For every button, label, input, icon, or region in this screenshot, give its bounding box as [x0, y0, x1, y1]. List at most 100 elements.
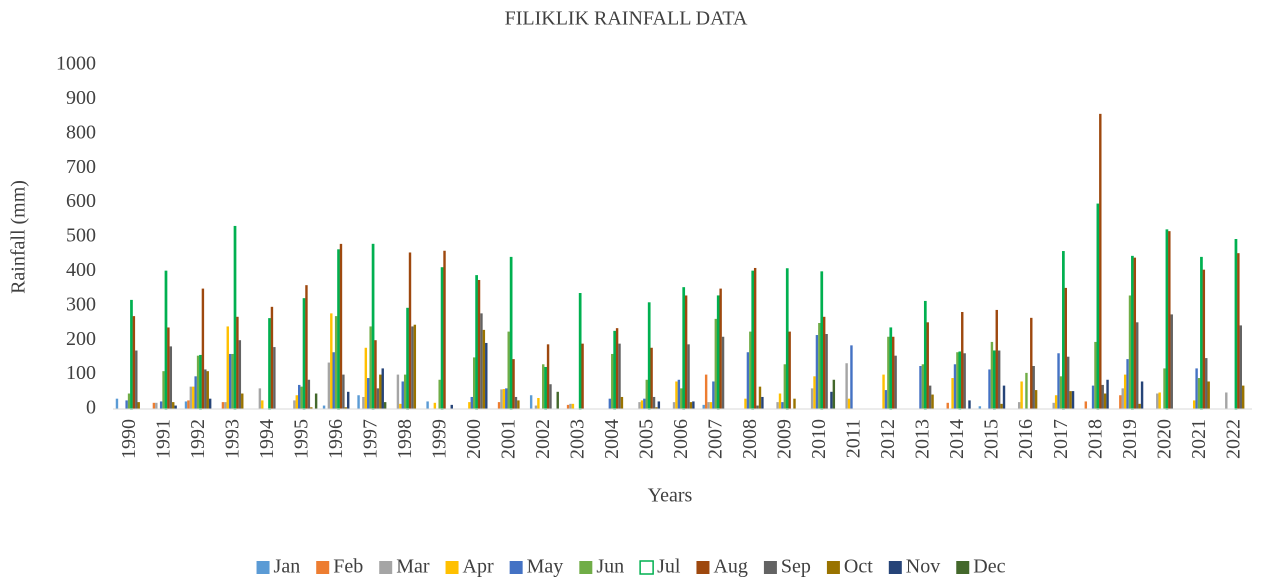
bar: [647, 302, 651, 410]
bar: [509, 256, 513, 410]
x-tick-label: 2020: [1153, 419, 1175, 459]
bar: [655, 407, 658, 409]
bar: [978, 406, 982, 409]
legend-label: Jun: [596, 556, 624, 578]
bar: [228, 353, 232, 409]
bar: [199, 354, 202, 410]
bar: [468, 402, 471, 409]
bar: [1062, 251, 1065, 410]
x-tick-label: 2016: [1015, 419, 1037, 459]
bar: [1064, 287, 1067, 409]
bar: [956, 352, 959, 409]
bar: [689, 402, 693, 409]
y-tick-label: 400: [66, 259, 96, 281]
bar: [889, 327, 893, 410]
bar: [268, 318, 271, 410]
bar: [399, 403, 402, 409]
bar: [1156, 393, 1159, 409]
bar: [497, 402, 501, 409]
bar: [721, 336, 725, 409]
bar: [293, 400, 296, 409]
bar: [475, 275, 478, 410]
bar: [174, 405, 177, 409]
bar: [1239, 325, 1242, 409]
bar: [953, 364, 957, 409]
bar: [1131, 255, 1134, 410]
bar: [928, 385, 932, 409]
bar: [692, 401, 695, 409]
bar: [302, 298, 306, 410]
bar: [830, 391, 833, 409]
bar: [376, 388, 380, 409]
y-tick-label: 100: [66, 362, 96, 384]
bar: [206, 371, 209, 409]
bar: [125, 400, 128, 409]
x-tick-label: 2012: [877, 419, 899, 459]
bar: [226, 326, 229, 409]
bar: [707, 402, 710, 409]
bar: [1170, 314, 1173, 409]
x-tick-label: 2015: [981, 419, 1003, 459]
x-tick-label: 2007: [705, 419, 727, 459]
bar: [815, 335, 819, 409]
bar: [1020, 381, 1023, 409]
bar: [931, 394, 934, 409]
bar: [115, 398, 119, 409]
bar: [997, 350, 1001, 409]
bar: [383, 402, 387, 409]
bar: [298, 384, 301, 409]
bar: [652, 396, 656, 409]
bar: [1123, 374, 1127, 409]
bar: [650, 347, 653, 409]
bar: [645, 379, 648, 409]
bar: [716, 295, 720, 410]
bar: [923, 300, 927, 410]
bar: [261, 400, 264, 409]
bar: [756, 405, 759, 409]
bar: [1034, 390, 1038, 409]
bar: [440, 267, 444, 410]
bar: [1052, 402, 1055, 409]
legend-swatch: [696, 561, 710, 574]
bar: [744, 398, 747, 409]
legend-label: Oct: [844, 556, 873, 578]
bar: [204, 369, 207, 409]
bar: [132, 316, 136, 409]
x-tick-label: 1993: [221, 419, 243, 459]
x-tick-label: 2011: [843, 419, 865, 458]
bar: [884, 390, 888, 409]
bar: [578, 293, 582, 410]
x-tick-label: 2018: [1084, 419, 1106, 459]
bar: [990, 341, 994, 409]
bar: [822, 316, 826, 409]
bar: [1225, 392, 1228, 409]
bar: [657, 401, 661, 409]
bar: [344, 407, 348, 409]
bar: [137, 402, 140, 409]
bar: [850, 345, 853, 409]
bar: [300, 386, 303, 409]
bar: [1002, 385, 1006, 409]
bar: [1158, 392, 1161, 409]
bar: [307, 379, 311, 409]
x-tick-label: 2010: [808, 419, 830, 459]
bar: [295, 395, 299, 409]
bar: [845, 363, 848, 409]
bar: [194, 376, 197, 409]
x-tick-label: 2004: [601, 419, 623, 459]
legend-label: Aug: [713, 556, 747, 578]
bar: [992, 350, 996, 410]
bar: [746, 352, 750, 409]
x-tick-label: 1990: [118, 419, 140, 459]
bar: [381, 368, 384, 409]
bar: [1099, 113, 1102, 410]
bar: [155, 402, 158, 409]
x-tick-label: 2014: [946, 419, 968, 459]
bar: [778, 393, 782, 409]
bar: [485, 342, 488, 409]
bar: [753, 267, 757, 409]
x-tick-label: 2017: [1050, 419, 1072, 459]
bar: [781, 402, 784, 409]
bar: [820, 271, 824, 410]
